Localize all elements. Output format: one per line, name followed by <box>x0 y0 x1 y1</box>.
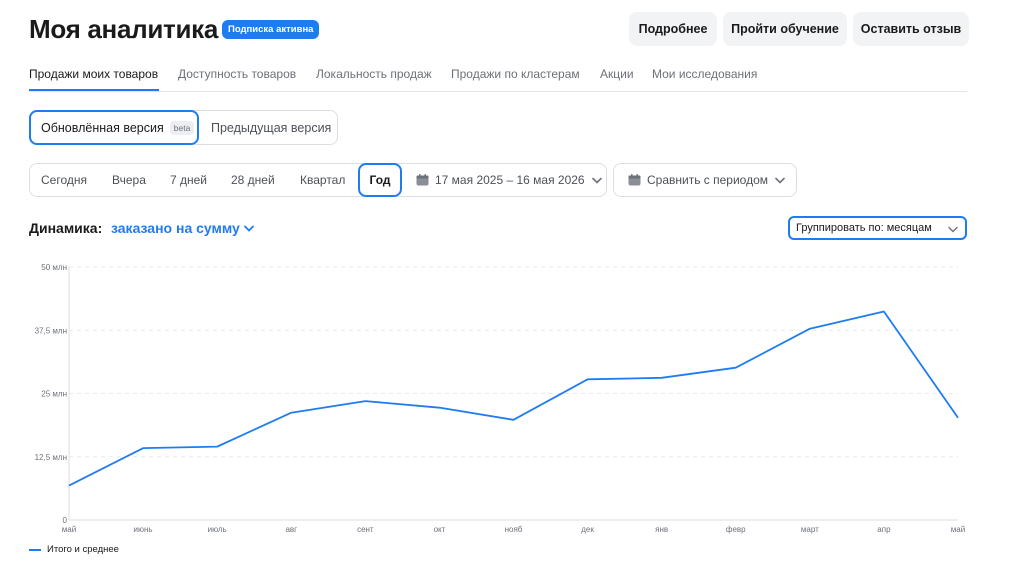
chevron-down-icon <box>591 177 602 184</box>
y-tick-label: 0 <box>63 516 68 525</box>
date-range-picker[interactable]: 17 мая 2025 – 16 мая 2026 <box>416 164 602 196</box>
chevron-down-icon <box>775 177 785 184</box>
period-yesterday[interactable]: Вчера <box>112 173 146 187</box>
x-tick-label: сент <box>357 525 374 534</box>
tab-research[interactable]: Мои исследования <box>652 67 758 81</box>
subscription-badge[interactable]: Подписка активна <box>222 20 320 39</box>
period-28-days[interactable]: 28 дней <box>231 173 275 187</box>
period-quarter[interactable]: Квартал <box>300 173 346 187</box>
beta-badge: beta <box>169 120 195 135</box>
date-range-label: 17 мая 2025 – 16 мая 2026 <box>435 173 585 187</box>
metric-selector[interactable]: заказано на сумму <box>111 220 254 236</box>
calendar-icon <box>416 174 429 186</box>
training-button[interactable]: Пройти обучение <box>723 12 847 46</box>
feedback-button[interactable]: Оставить отзыв <box>853 12 969 46</box>
x-tick-label: апр <box>877 525 891 534</box>
chart-legend: Итого и среднее <box>29 544 119 555</box>
x-tick-label: май <box>951 525 965 534</box>
legend-label: Итого и среднее <box>47 544 119 555</box>
y-tick-label: 25 млн <box>41 390 67 399</box>
y-tick-label: 50 млн <box>41 263 67 272</box>
updated-version-label: Обновлённая версия <box>41 120 164 135</box>
x-tick-label: окт <box>434 525 446 534</box>
active-tab-indicator <box>29 89 159 91</box>
tab-availability[interactable]: Доступность товаров <box>178 67 297 81</box>
dynamics-label: Динамика: <box>29 220 103 236</box>
compare-period-label: Сравнить с периодом <box>647 173 769 187</box>
header: Моя аналитика Подписка активна Подробнее… <box>29 12 969 48</box>
period-selector: Сегодня Вчера 7 дней 28 дней Квартал Год… <box>29 163 607 197</box>
chevron-down-icon <box>243 225 254 232</box>
chevron-down-icon <box>948 226 958 233</box>
calendar-icon <box>628 174 641 186</box>
period-year[interactable]: Год <box>358 163 402 197</box>
analytics-tabs: Продажи моих товаров Доступность товаров… <box>29 60 967 92</box>
tab-locality[interactable]: Локальность продаж <box>316 67 432 81</box>
group-by-select[interactable]: Группировать по: месяцам <box>788 216 967 240</box>
x-tick-label: февр <box>726 525 746 534</box>
x-tick-label: май <box>62 525 76 534</box>
previous-version-button[interactable]: Предыдущая версия <box>211 120 332 135</box>
x-tick-label: янв <box>655 525 668 534</box>
updated-version-button[interactable]: Обновлённая версия beta <box>29 110 199 145</box>
tab-promotions[interactable]: Акции <box>600 67 634 81</box>
page-title: Моя аналитика <box>29 14 219 44</box>
details-button[interactable]: Подробнее <box>629 12 717 46</box>
tab-sales[interactable]: Продажи моих товаров <box>29 67 159 81</box>
x-tick-label: март <box>801 525 819 534</box>
series-line <box>68 310 959 487</box>
version-switch: Обновлённая версия beta Предыдущая верси… <box>29 110 338 145</box>
group-by-label: Группировать по: месяцам <box>796 222 932 234</box>
x-tick-label: июль <box>208 525 227 534</box>
period-today[interactable]: Сегодня <box>41 173 87 187</box>
legend-swatch <box>29 548 41 551</box>
x-tick-label: июнь <box>134 525 153 534</box>
tab-clusters[interactable]: Продажи по кластерам <box>451 67 580 81</box>
metric-label: заказано на сумму <box>111 220 240 236</box>
compare-period-button[interactable]: Сравнить с периодом <box>613 163 797 197</box>
sales-line-chart: 0 12,5 млн 25 млн 37,5 млн 50 млн май июнь июль… <box>35 263 966 534</box>
x-tick-label: нояб <box>505 525 523 534</box>
x-tick-label: авг <box>285 525 297 534</box>
x-tick-label: дек <box>581 525 594 534</box>
y-tick-label: 12,5 млн <box>35 453 67 462</box>
period-7-days[interactable]: 7 дней <box>170 173 208 187</box>
y-tick-label: 37,5 млн <box>35 326 67 335</box>
